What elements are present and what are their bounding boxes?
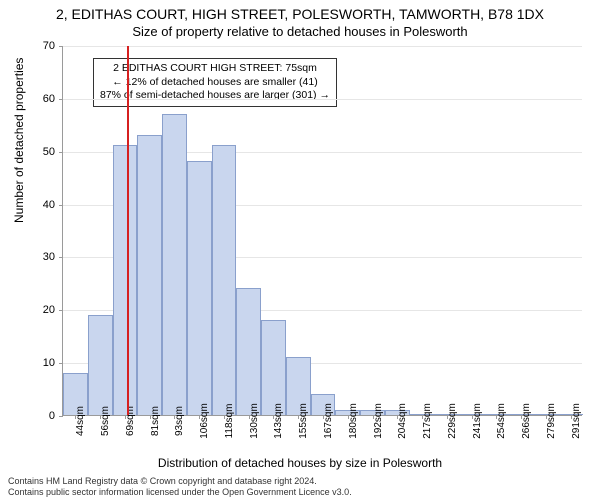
y-tick-label: 0	[49, 410, 55, 422]
histogram-bar	[187, 161, 212, 415]
x-tick-label: 93sqm	[174, 406, 185, 436]
x-tick-label: 229sqm	[447, 403, 458, 439]
annotation-line2: ← 12% of detached houses are smaller (41…	[100, 76, 330, 90]
property-marker-line	[127, 46, 129, 415]
histogram-bar	[137, 135, 162, 415]
footer-line1: Contains HM Land Registry data © Crown c…	[8, 476, 352, 487]
y-tick	[59, 46, 63, 47]
x-tick-label: 155sqm	[298, 403, 309, 439]
gridline	[63, 46, 582, 47]
x-tick-label: 81sqm	[150, 406, 161, 436]
y-tick	[59, 99, 63, 100]
y-tick-label: 50	[43, 146, 55, 158]
x-tick-label: 118sqm	[224, 404, 235, 439]
histogram-bar	[162, 114, 187, 415]
y-tick	[59, 152, 63, 153]
x-tick-label: 217sqm	[422, 403, 433, 439]
x-tick-label: 254sqm	[496, 403, 507, 439]
y-tick	[59, 310, 63, 311]
x-tick-label: 56sqm	[100, 406, 111, 436]
histogram-bar	[236, 288, 261, 415]
y-tick	[59, 363, 63, 364]
x-tick-label: 279sqm	[546, 403, 557, 439]
footer-attribution: Contains HM Land Registry data © Crown c…	[8, 476, 352, 499]
annotation-line1: 2 EDITHAS COURT HIGH STREET: 75sqm	[100, 62, 330, 76]
chart-subtitle: Size of property relative to detached ho…	[0, 24, 600, 39]
y-tick	[59, 257, 63, 258]
x-axis-label: Distribution of detached houses by size …	[0, 456, 600, 470]
chart-title-address: 2, EDITHAS COURT, HIGH STREET, POLESWORT…	[0, 6, 600, 22]
footer-line2: Contains public sector information licen…	[8, 487, 352, 498]
x-tick-label: 291sqm	[571, 403, 582, 439]
y-tick-label: 30	[43, 251, 55, 263]
x-tick-label: 266sqm	[521, 403, 532, 439]
x-tick-label: 167sqm	[323, 403, 334, 439]
x-tick-label: 106sqm	[199, 403, 210, 439]
y-axis-label: Number of detached properties	[12, 58, 26, 223]
x-tick-label: 204sqm	[397, 403, 408, 439]
plot-area: 2 EDITHAS COURT HIGH STREET: 75sqm ← 12%…	[62, 46, 582, 416]
gridline	[63, 99, 582, 100]
y-tick-label: 10	[43, 357, 55, 369]
x-tick-label: 180sqm	[348, 403, 359, 439]
y-tick-label: 20	[43, 304, 55, 316]
x-tick-label: 44sqm	[75, 406, 86, 436]
x-tick-label: 192sqm	[373, 403, 384, 439]
chart-container: 2, EDITHAS COURT, HIGH STREET, POLESWORT…	[0, 0, 600, 500]
y-tick-label: 40	[43, 199, 55, 211]
y-tick-label: 70	[43, 40, 55, 52]
histogram-bar	[261, 320, 286, 415]
y-tick	[59, 416, 63, 417]
y-tick-label: 60	[43, 93, 55, 105]
annotation-line3: 87% of semi-detached houses are larger (…	[100, 89, 330, 103]
x-tick-label: 130sqm	[249, 403, 260, 439]
y-tick	[59, 205, 63, 206]
histogram-bar	[212, 145, 237, 415]
x-tick-label: 241sqm	[472, 403, 483, 439]
x-tick-label: 143sqm	[273, 403, 284, 439]
histogram-bar	[88, 315, 113, 415]
histogram-bar	[113, 145, 138, 415]
